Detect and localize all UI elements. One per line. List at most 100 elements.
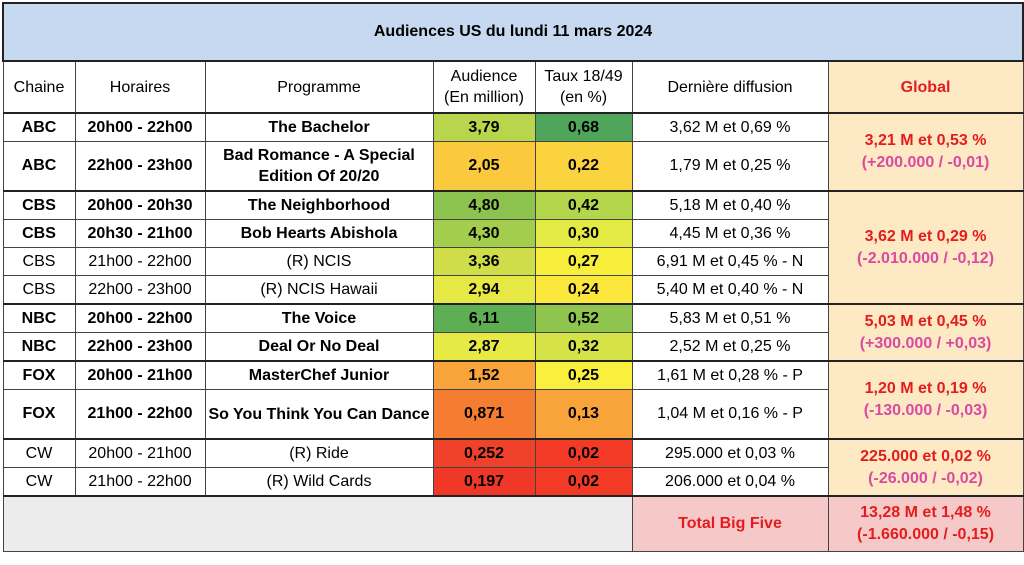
total-label: Total Big Five [631, 495, 829, 552]
global-abc-sub: (+200.000 / -0,01) [861, 154, 990, 171]
cell-programme: (R) NCIS [204, 247, 434, 276]
cell-chaine: CW [2, 467, 76, 497]
cell-programme: The Bachelor [204, 112, 434, 142]
header-audience-line2: (En million) [443, 89, 524, 106]
cell-taux: 0,42 [534, 190, 633, 220]
cell-derniere: 1,79 M et 0,25 % [631, 141, 829, 192]
header-audience: Audience (En million) [432, 60, 536, 114]
footer-blank [2, 495, 633, 552]
cell-programme: Deal Or No Deal [204, 332, 434, 362]
table-row: ABC 22h00 - 23h00 Bad Romance - A Specia… [2, 141, 1023, 192]
cell-programme: Bob Hearts Abishola [204, 219, 434, 248]
cell-chaine: FOX [2, 389, 76, 440]
table-row: CW 21h00 - 22h00 (R) Wild Cards 0,197 0,… [2, 467, 1023, 497]
global-fox-sub: (-130.000 / -0,03) [863, 402, 988, 419]
cell-audience: 2,05 [432, 141, 536, 192]
cell-taux: 0,27 [534, 247, 633, 276]
header-horaires: Horaires [74, 60, 206, 114]
table-row: NBC 20h00 - 22h00 The Voice 6,11 0,52 5,… [2, 303, 1024, 362]
header-audience-line1: Audience [450, 68, 518, 85]
cell-taux: 0,30 [534, 219, 633, 248]
cell-audience: 4,30 [432, 219, 536, 248]
cell-horaires: 20h30 - 21h00 [74, 219, 206, 248]
cell-derniere: 6,91 M et 0,45 % - N [631, 247, 829, 276]
cell-programme: The Voice [204, 303, 434, 333]
page-title: Audiences US du lundi 11 mars 2024 [1, 2, 1024, 62]
global-nbc-main: 5,03 M et 0,45 % [864, 312, 987, 330]
cell-derniere: 3,62 M et 0,69 % [631, 112, 829, 142]
cell-horaires: 21h00 - 22h00 [74, 247, 206, 276]
cell-derniere: 295.000 et 0,03 % [631, 438, 829, 468]
table-row: FOX 20h00 - 21h00 MasterChef Junior 1,52… [2, 360, 1024, 440]
header-taux-line2: (en %) [559, 89, 608, 106]
header-row: Chaine Horaires Programme Audience (En mi… [2, 60, 1024, 114]
cell-horaires: 21h00 - 22h00 [74, 467, 206, 497]
cell-programme: MasterChef Junior [204, 360, 434, 390]
global-abc: 3,21 M et 0,53 % (+200.000 / -0,01) [827, 112, 1024, 192]
cell-audience: 3,79 [432, 112, 536, 142]
cell-taux: 0,13 [534, 389, 633, 440]
cell-taux: 0,22 [534, 141, 633, 192]
header-programme: Programme [204, 60, 434, 114]
cell-chaine: NBC [2, 332, 76, 362]
cell-chaine: CBS [2, 275, 76, 305]
global-fox: 1,20 M et 0,19 % (-130.000 / -0,03) [827, 360, 1024, 440]
cell-horaires: 20h00 - 21h00 [74, 360, 206, 390]
cell-programme: (R) Wild Cards [204, 467, 434, 497]
cell-taux: 0,02 [534, 467, 633, 497]
global-cw-main: 225.000 et 0,02 % [860, 447, 991, 465]
cell-horaires: 22h00 - 23h00 [74, 332, 206, 362]
global-cbs: 3,62 M et 0,29 % (-2.010.000 / -0,12) [827, 190, 1024, 305]
global-fox-main: 1,20 M et 0,19 % [864, 380, 987, 397]
cell-chaine: CBS [2, 219, 76, 248]
table-row: CBS 22h00 - 23h00 (R) NCIS Hawaii 2,94 0… [2, 275, 1023, 305]
cell-chaine: ABC [2, 141, 76, 192]
cell-chaine: CBS [2, 190, 76, 220]
cell-derniere: 2,52 M et 0,25 % [631, 332, 829, 362]
global-nbc: 5,03 M et 0,45 % (+300.000 / +0,03) [827, 303, 1024, 362]
cell-horaires: 20h00 - 21h00 [74, 438, 206, 468]
cell-taux: 0,02 [534, 438, 633, 468]
cell-taux: 0,25 [534, 360, 633, 390]
ratings-table: Audiences US du lundi 11 mars 2024 Chain… [1, 2, 1024, 552]
cell-audience: 0,252 [432, 438, 536, 468]
global-cbs-sub: (-2.010.000 / -0,12) [857, 249, 995, 267]
cell-audience: 0,197 [432, 467, 536, 497]
cell-audience: 2,87 [432, 332, 536, 362]
cell-derniere: 1,04 M et 0,16 % - P [631, 389, 829, 440]
header-taux-line1: Taux 18/49 [544, 68, 623, 85]
global-cw-sub: (-26.000 / -0,02) [868, 469, 983, 487]
table-row: ABC 20h00 - 22h00 The Bachelor 3,79 0,68… [2, 112, 1024, 192]
global-cw: 225.000 et 0,02 % (-26.000 / -0,02) [827, 438, 1024, 497]
cell-audience: 2,94 [432, 275, 536, 305]
header-taux: Taux 18/49 (en %) [534, 60, 633, 114]
cell-chaine: CBS [2, 247, 76, 276]
cell-programme: (R) NCIS Hawaii [204, 275, 434, 305]
cell-horaires: 22h00 - 23h00 [74, 141, 206, 192]
cell-derniere: 206.000 et 0,04 % [631, 467, 829, 497]
header-chaine: Chaine [2, 60, 76, 114]
cell-audience: 1,52 [432, 360, 536, 390]
cell-derniere: 1,61 M et 0,28 % - P [631, 360, 829, 390]
cell-audience: 6,11 [432, 303, 536, 333]
cell-taux: 0,68 [534, 112, 633, 142]
cell-taux: 0,24 [534, 275, 633, 305]
cell-taux: 0,52 [534, 303, 633, 333]
cell-audience: 0,871 [432, 389, 536, 440]
table-row: CW 20h00 - 21h00 (R) Ride 0,252 0,02 295… [2, 438, 1024, 497]
cell-taux: 0,32 [534, 332, 633, 362]
cell-programme: Bad Romance - A Special Edition Of 20/20 [204, 141, 434, 192]
cell-chaine: CW [2, 438, 76, 468]
cell-chaine: NBC [2, 303, 76, 333]
cell-horaires: 22h00 - 23h00 [74, 275, 206, 305]
cell-derniere: 5,40 M et 0,40 % - N [631, 275, 829, 305]
cell-programme: (R) Ride [204, 438, 434, 468]
cell-programme: So You Think You Can Dance [204, 389, 434, 440]
cell-horaires: 20h00 - 22h00 [74, 112, 206, 142]
total-main: 13,28 M et 1,48 % [860, 504, 991, 521]
cell-horaires: 21h00 - 22h00 [74, 389, 206, 440]
total-value: 13,28 M et 1,48 % (-1.660.000 / -0,15) [827, 495, 1024, 552]
cell-horaires: 20h00 - 22h00 [74, 303, 206, 333]
cell-horaires: 20h00 - 20h30 [74, 190, 206, 220]
